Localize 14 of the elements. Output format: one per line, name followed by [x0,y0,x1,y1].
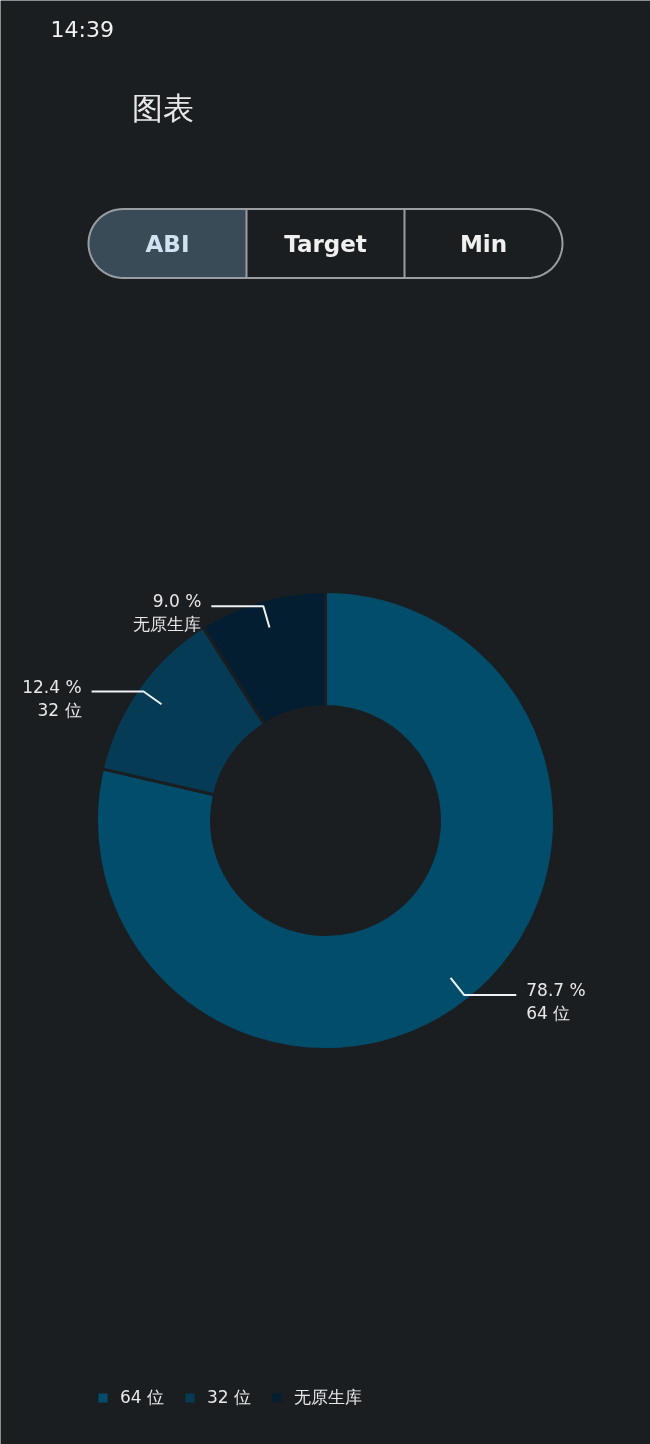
text: ABI [145,230,190,257]
data-label: 12.4 % [22,676,82,697]
legend-label: 无原生库 [294,1386,363,1409]
data-label: 78.7 % [526,980,586,1001]
slice-label: 32 位 [37,699,82,720]
chart-title: 图表 [131,89,194,126]
text: Target [284,230,367,257]
legend-label: 32 位 [207,1386,252,1409]
legend-label: 64 位 [120,1386,165,1409]
slice-label: 64 位 [526,1003,571,1024]
data-label: 9.0 % [152,591,202,612]
text: Min [459,230,508,257]
slice-label: 无原生库 [133,614,202,635]
text: 14:39 [50,17,114,42]
